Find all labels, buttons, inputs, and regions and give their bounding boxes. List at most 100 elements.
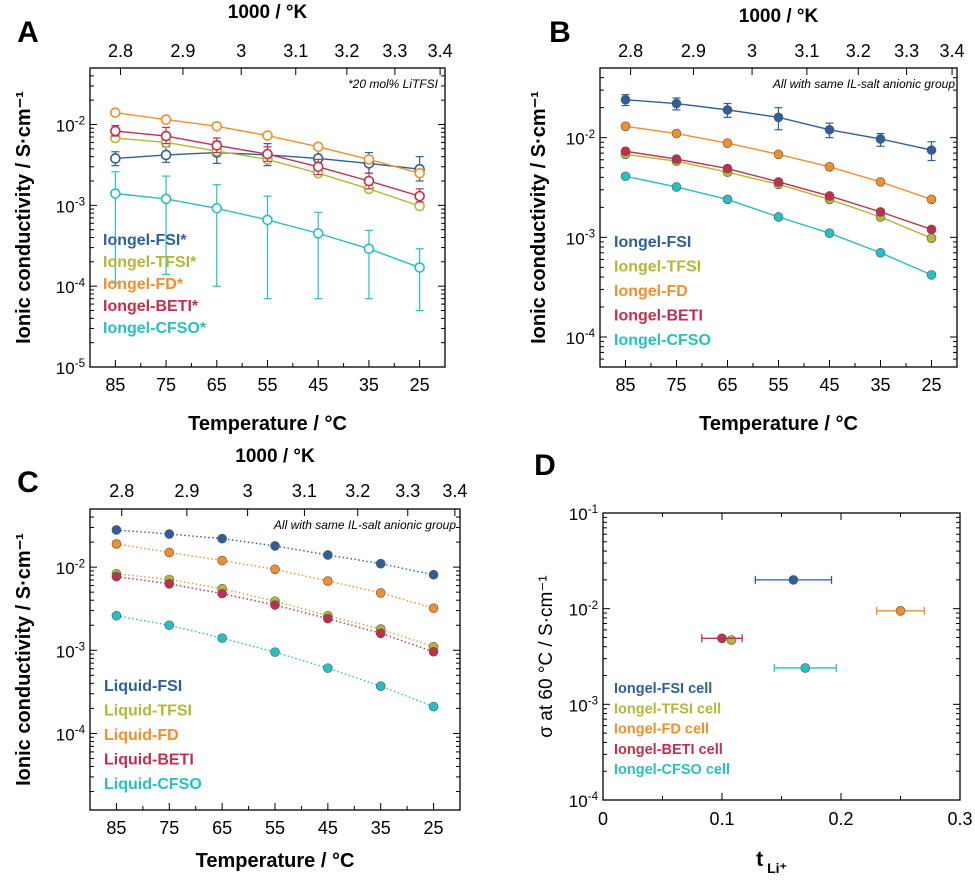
x-tick-label: 25	[410, 375, 430, 395]
legend-entry: Iongel-BETI cell	[614, 742, 723, 758]
y-tick-label: 10-5	[56, 358, 85, 378]
legend-entry: Iongel-FSI	[614, 234, 691, 251]
series-cfso	[773, 663, 837, 673]
data-point	[270, 564, 280, 575]
panel-letter: D	[534, 449, 556, 482]
data-point	[160, 130, 172, 142]
chart-note: All with same IL-salt anionic group	[772, 77, 955, 91]
y-tick-label: 10-2	[569, 600, 598, 620]
data-point	[926, 270, 937, 280]
data-point	[270, 600, 280, 610]
x-tick-label: 65	[207, 375, 227, 395]
x-tick-label: 0.2	[828, 809, 853, 829]
y-tick-label: 10-1	[569, 504, 598, 524]
x-tick-label: 35	[371, 818, 391, 838]
data-point	[363, 243, 375, 255]
top-tick-label: 2.9	[174, 481, 199, 501]
data-point	[111, 571, 122, 582]
series-beti	[701, 633, 743, 644]
x-tick-label: 45	[819, 375, 839, 395]
top-tick-label: 3	[236, 41, 246, 61]
legend-entry: Iongel-BETI*	[103, 298, 199, 315]
x-tick-label: 35	[870, 375, 890, 395]
x-tick-label: 35	[359, 375, 379, 395]
data-point	[217, 555, 227, 566]
series-fsi	[754, 575, 833, 585]
data-point	[875, 177, 886, 187]
x-tick-label: 0.3	[947, 809, 972, 829]
series-beti	[111, 571, 439, 657]
data-point	[160, 149, 172, 161]
y-axis-title: Ionic conductivity / S·cm⁻¹	[528, 91, 550, 344]
top-tick-label: 2.8	[108, 41, 133, 61]
data-point	[824, 228, 835, 239]
y-tick-label: 10-4	[566, 328, 596, 348]
data-point	[363, 154, 375, 165]
top-tick-label: 3.4	[442, 481, 467, 501]
series-tfsi	[111, 569, 439, 652]
data-point	[773, 149, 784, 160]
legend-entry: Iongel-FD	[614, 283, 688, 300]
data-point	[164, 620, 175, 631]
x-tick-label: 75	[666, 375, 686, 395]
data-point	[773, 112, 784, 123]
data-point	[110, 188, 121, 199]
legend-entry: Iongel-TFSI*	[103, 254, 197, 271]
y-tick-label: 10-4	[569, 791, 599, 811]
legend-entry: Iongel-BETI	[614, 308, 703, 325]
data-point	[270, 541, 280, 551]
series-cfso	[620, 171, 937, 280]
legend-entry: Iongel-CFSO*	[103, 320, 207, 337]
data-point	[895, 605, 906, 616]
panel-a: A 10-2 10-3 10-4 10-5 Ionic conductivity / S·…	[13, 2, 453, 435]
data-point	[671, 154, 682, 164]
series-tfsi	[726, 635, 737, 645]
data-point	[375, 588, 386, 598]
x-tick-label: 55	[768, 375, 788, 395]
data-point	[414, 200, 425, 212]
top-tick-label: 2.9	[681, 41, 706, 61]
top-tick-label: 3	[243, 481, 253, 501]
series-fsi	[111, 525, 439, 580]
data-point	[110, 125, 121, 137]
data-point	[875, 247, 886, 258]
x-tick-label: 85	[105, 375, 125, 395]
top-tick-label: 3.4	[428, 41, 453, 61]
data-point	[788, 575, 799, 585]
x-tick-label: 65	[212, 818, 232, 838]
data-point	[414, 190, 425, 202]
top-tick-label: 2.8	[618, 41, 643, 61]
data-point	[414, 167, 425, 179]
x-tick-label: 75	[156, 375, 176, 395]
data-point	[217, 533, 227, 544]
data-point	[824, 191, 835, 201]
data-point	[620, 121, 631, 132]
data-point	[262, 148, 273, 160]
series-fd	[111, 539, 439, 614]
top-tick-label: 3.1	[292, 481, 317, 501]
x-axis-title: Temperature / °C	[188, 413, 347, 435]
panel-b: B 10-2 10-3 10-4 Ionic conductivity / S·cm⁻¹…	[528, 6, 965, 435]
series-line	[116, 575, 434, 653]
data-point	[164, 529, 175, 539]
y-tick-label: 10-3	[56, 197, 85, 217]
top-tick-label: 2.9	[170, 41, 195, 61]
data-point	[428, 701, 439, 712]
data-point	[824, 162, 835, 172]
y-tick-label: 10-4	[56, 277, 86, 297]
data-point	[726, 635, 737, 645]
data-point	[312, 161, 324, 173]
y-tick-label: 10-3	[566, 229, 595, 249]
series-beti	[110, 124, 425, 203]
x-tick-label: 75	[159, 818, 179, 838]
data-point	[722, 194, 733, 205]
data-point	[262, 130, 273, 141]
legend-entry: Iongel-FSI cell	[614, 681, 712, 697]
data-point	[323, 576, 333, 586]
panel-d: D 10-1 10-2 10-3 10-4 σ at 60 °C / S·cm⁻¹ 0 0.1…	[534, 449, 972, 876]
legend-entry: Iongel-CFSO cell	[614, 762, 730, 778]
data-point	[722, 138, 733, 148]
panel-letter: C	[17, 466, 39, 499]
data-point	[926, 194, 937, 205]
